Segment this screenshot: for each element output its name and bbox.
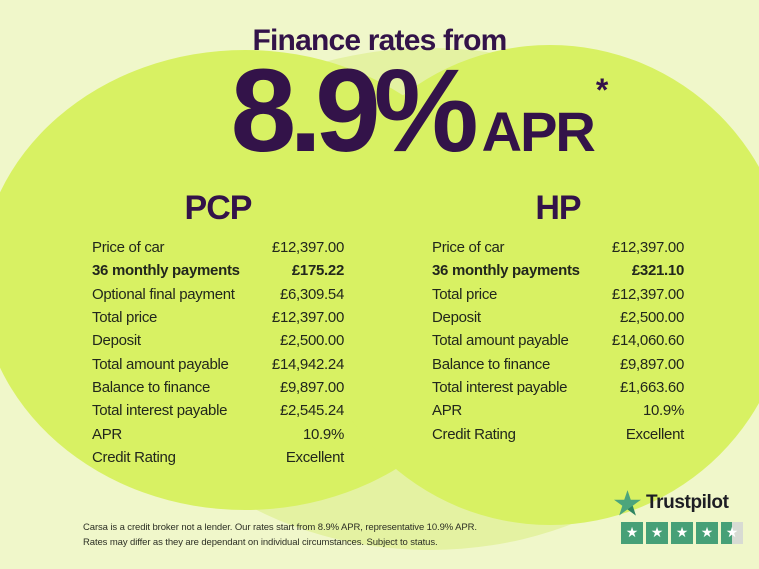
row-value: £12,397.00 <box>271 309 344 327</box>
row-label: Total interest payable <box>92 402 228 420</box>
hp-finance-table: HP Price of car £12,397.00 36 monthly paym… <box>432 190 684 446</box>
finance-row: 36 monthly payments £321.10 <box>432 259 684 282</box>
row-label: Balance to finance <box>92 378 211 396</box>
row-label: Credit Rating <box>432 425 516 443</box>
row-label: Balance to finance <box>432 355 551 373</box>
hp-rows: Price of car £12,397.00 36 monthly payment… <box>432 236 684 446</box>
apr-label: APR <box>481 100 596 163</box>
hp-title: HP <box>535 189 581 227</box>
row-label: APR <box>92 425 122 443</box>
row-value: 10.9% <box>302 425 344 443</box>
finance-row: Optional final payment £6,309.54 <box>92 283 344 306</box>
finance-row: Deposit £2,500.00 <box>432 306 684 329</box>
row-label: APR <box>432 402 462 420</box>
row-value: £9,897.00 <box>279 378 344 396</box>
finance-row: Credit Rating Excellent <box>92 446 344 469</box>
rating-star-box: ★ <box>646 522 668 544</box>
disclaimer-line-1: Carsa is a credit broker not a lender. O… <box>83 522 477 533</box>
row-label: Total price <box>92 309 158 327</box>
rating-star-box: ★ <box>621 522 643 544</box>
trustpilot-badge: Trustpilot ★ ★ ★ ★ ★ <box>614 490 743 544</box>
finance-row: Credit Rating Excellent <box>432 422 684 445</box>
pcp-rows: Price of car £12,397.00 36 monthly payment… <box>92 236 344 469</box>
finance-row: 36 monthly payments £175.22 <box>92 259 344 282</box>
finance-row: Total interest payable £1,663.60 <box>432 376 684 399</box>
row-label: Total price <box>432 285 498 303</box>
trustpilot-star-icon <box>614 490 641 516</box>
star-icon: ★ <box>725 525 739 541</box>
row-value: £321.10 <box>631 262 684 280</box>
row-label: Total interest payable <box>432 378 568 396</box>
row-label: 36 monthly payments <box>92 262 240 280</box>
row-value: £12,397.00 <box>271 239 344 257</box>
row-value: £12,397.00 <box>611 239 684 257</box>
row-label: Total amount payable <box>92 355 229 373</box>
row-label: Price of car <box>92 239 165 257</box>
finance-row: Total interest payable £2,545.24 <box>92 399 344 422</box>
finance-row: Total price £12,397.00 <box>92 306 344 329</box>
finance-row: APR 10.9% <box>432 399 684 422</box>
apr-asterisk: * <box>595 72 609 108</box>
finance-row: Total amount payable £14,060.60 <box>432 329 684 352</box>
star-icon: ★ <box>700 525 714 541</box>
finance-row: Price of car £12,397.00 <box>432 236 684 259</box>
star-icon: ★ <box>625 525 639 541</box>
row-label: Optional final payment <box>92 285 235 303</box>
row-value: £2,500.00 <box>279 332 344 350</box>
rating-star-box: ★ <box>721 522 743 544</box>
finance-row: Deposit £2,500.00 <box>92 329 344 352</box>
rate-value: 8.9% <box>230 45 479 177</box>
finance-row: Price of car £12,397.00 <box>92 236 344 259</box>
row-value: £14,942.24 <box>271 355 344 373</box>
finance-row: Total amount payable £14,942.24 <box>92 352 344 375</box>
disclaimer-line-2: Rates may differ as they are dependant o… <box>83 536 438 548</box>
row-label: Deposit <box>432 309 481 327</box>
pcp-finance-table: PCP Price of car £12,397.00 36 monthly pay… <box>92 190 344 469</box>
background-blob-right <box>310 45 759 525</box>
row-label: Price of car <box>432 239 505 257</box>
trustpilot-rating-stars: ★ ★ ★ ★ ★ <box>621 522 743 544</box>
row-value: £12,397.00 <box>611 285 684 303</box>
finance-row: Balance to finance £9,897.00 <box>92 376 344 399</box>
row-value: £2,545.24 <box>279 402 344 420</box>
row-value: £2,500.00 <box>619 309 684 327</box>
rating-star-box: ★ <box>696 522 718 544</box>
row-value: 10.9% <box>642 402 684 420</box>
star-icon: ★ <box>650 525 664 541</box>
row-label: Deposit <box>92 332 141 350</box>
pcp-title: PCP <box>184 189 253 227</box>
finance-rates-from-heading: Finance rates from <box>252 24 507 57</box>
row-value: £6,309.54 <box>279 285 344 303</box>
finance-row: Total price £12,397.00 <box>432 283 684 306</box>
rating-star-box: ★ <box>671 522 693 544</box>
trustpilot-logo-row: Trustpilot <box>614 490 743 516</box>
row-value: £14,060.60 <box>611 332 684 350</box>
apr-rate-headline: 8.9% APR * <box>40 52 759 170</box>
row-value: £9,897.00 <box>619 355 684 373</box>
star-icon: ★ <box>675 525 689 541</box>
row-value: Excellent <box>625 425 684 443</box>
row-label: Total amount payable <box>432 332 569 350</box>
finance-row: Balance to finance £9,897.00 <box>432 352 684 375</box>
row-value: £1,663.60 <box>619 378 684 396</box>
trustpilot-wordmark: Trustpilot <box>646 492 729 513</box>
row-value: £175.22 <box>291 262 344 280</box>
row-label: 36 monthly payments <box>432 262 580 280</box>
disclaimer-text: Carsa is a credit broker not a lender. O… <box>83 521 523 550</box>
row-label: Credit Rating <box>92 448 176 466</box>
finance-row: APR 10.9% <box>92 422 344 445</box>
row-value: Excellent <box>285 448 344 466</box>
